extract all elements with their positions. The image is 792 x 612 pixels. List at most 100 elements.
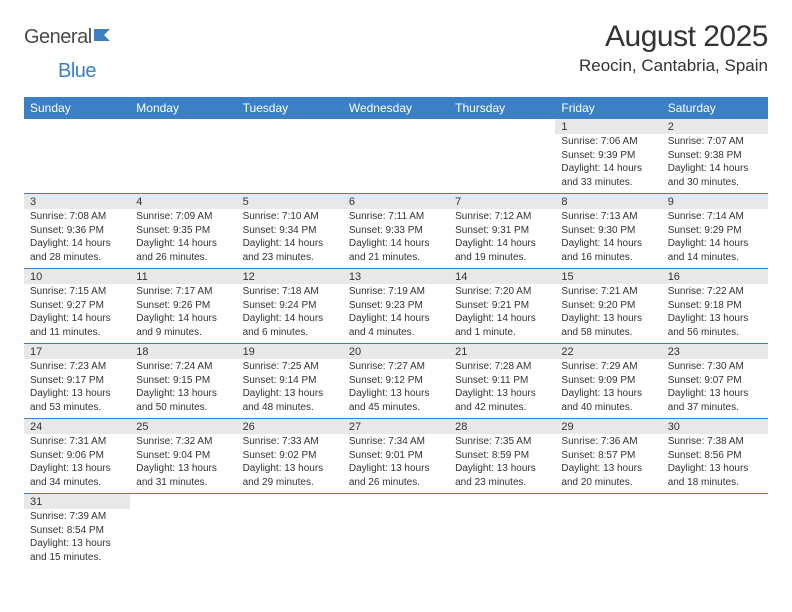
day-data-cell: Sunrise: 7:28 AMSunset: 9:11 PMDaylight:… xyxy=(449,359,555,419)
day-number-cell xyxy=(237,119,343,134)
day-data-cell: Sunrise: 7:09 AMSunset: 9:35 PMDaylight:… xyxy=(130,209,236,269)
day-data-cell xyxy=(237,509,343,568)
sunrise-line: Sunrise: 7:31 AM xyxy=(30,435,124,449)
sunset-line: Sunset: 9:15 PM xyxy=(136,374,230,388)
day-data-cell xyxy=(662,509,768,568)
day-data-cell: Sunrise: 7:19 AMSunset: 9:23 PMDaylight:… xyxy=(343,284,449,344)
daylight-line: Daylight: 13 hours and 45 minutes. xyxy=(349,387,443,414)
month-title: August 2025 xyxy=(579,20,768,54)
day-data-cell: Sunrise: 7:25 AMSunset: 9:14 PMDaylight:… xyxy=(237,359,343,419)
day-number-cell: 22 xyxy=(555,344,661,360)
sunrise-line: Sunrise: 7:35 AM xyxy=(455,435,549,449)
sunset-line: Sunset: 8:54 PM xyxy=(30,524,124,538)
sunset-line: Sunset: 9:34 PM xyxy=(243,224,337,238)
weekday-header: Wednesday xyxy=(343,97,449,119)
daylight-line: Daylight: 13 hours and 20 minutes. xyxy=(561,462,655,489)
sunrise-line: Sunrise: 7:38 AM xyxy=(668,435,762,449)
daylight-line: Daylight: 13 hours and 58 minutes. xyxy=(561,312,655,339)
sunrise-line: Sunrise: 7:39 AM xyxy=(30,510,124,524)
day-number-cell: 19 xyxy=(237,344,343,360)
day-number-cell: 13 xyxy=(343,269,449,285)
day-data-cell: Sunrise: 7:24 AMSunset: 9:15 PMDaylight:… xyxy=(130,359,236,419)
sunrise-line: Sunrise: 7:19 AM xyxy=(349,285,443,299)
daylight-line: Daylight: 13 hours and 48 minutes. xyxy=(243,387,337,414)
day-number-row: 12 xyxy=(24,119,768,134)
sunrise-line: Sunrise: 7:10 AM xyxy=(243,210,337,224)
sunset-line: Sunset: 9:21 PM xyxy=(455,299,549,313)
day-data-cell: Sunrise: 7:34 AMSunset: 9:01 PMDaylight:… xyxy=(343,434,449,494)
day-number-cell xyxy=(343,494,449,510)
daylight-line: Daylight: 13 hours and 23 minutes. xyxy=(455,462,549,489)
daylight-line: Daylight: 13 hours and 37 minutes. xyxy=(668,387,762,414)
day-number-cell xyxy=(237,494,343,510)
sunset-line: Sunset: 9:27 PM xyxy=(30,299,124,313)
day-data-cell: Sunrise: 7:21 AMSunset: 9:20 PMDaylight:… xyxy=(555,284,661,344)
day-data-cell: Sunrise: 7:35 AMSunset: 8:59 PMDaylight:… xyxy=(449,434,555,494)
logo: General xyxy=(24,26,116,49)
day-number-cell: 15 xyxy=(555,269,661,285)
day-data-cell: Sunrise: 7:18 AMSunset: 9:24 PMDaylight:… xyxy=(237,284,343,344)
sunset-line: Sunset: 9:23 PM xyxy=(349,299,443,313)
sunset-line: Sunset: 9:26 PM xyxy=(136,299,230,313)
sunrise-line: Sunrise: 7:36 AM xyxy=(561,435,655,449)
day-number-row: 10111213141516 xyxy=(24,269,768,285)
logo-flag-icon xyxy=(94,27,116,48)
daylight-line: Daylight: 14 hours and 1 minute. xyxy=(455,312,549,339)
day-number-cell: 28 xyxy=(449,419,555,435)
sunset-line: Sunset: 9:36 PM xyxy=(30,224,124,238)
day-number-cell: 18 xyxy=(130,344,236,360)
sunrise-line: Sunrise: 7:21 AM xyxy=(561,285,655,299)
daylight-line: Daylight: 14 hours and 19 minutes. xyxy=(455,237,549,264)
day-data-cell: Sunrise: 7:06 AMSunset: 9:39 PMDaylight:… xyxy=(555,134,661,194)
sunrise-line: Sunrise: 7:24 AM xyxy=(136,360,230,374)
day-data-cell: Sunrise: 7:39 AMSunset: 8:54 PMDaylight:… xyxy=(24,509,130,568)
day-number-cell: 29 xyxy=(555,419,661,435)
day-data-cell xyxy=(343,134,449,194)
day-number-cell xyxy=(449,119,555,134)
daylight-line: Daylight: 14 hours and 26 minutes. xyxy=(136,237,230,264)
sunset-line: Sunset: 9:38 PM xyxy=(668,149,762,163)
day-data-cell: Sunrise: 7:13 AMSunset: 9:30 PMDaylight:… xyxy=(555,209,661,269)
day-number-cell: 26 xyxy=(237,419,343,435)
day-data-cell: Sunrise: 7:27 AMSunset: 9:12 PMDaylight:… xyxy=(343,359,449,419)
daylight-line: Daylight: 13 hours and 31 minutes. xyxy=(136,462,230,489)
sunrise-line: Sunrise: 7:12 AM xyxy=(455,210,549,224)
day-data-cell xyxy=(130,134,236,194)
day-number-row: 17181920212223 xyxy=(24,344,768,360)
sunrise-line: Sunrise: 7:07 AM xyxy=(668,135,762,149)
day-number-cell: 24 xyxy=(24,419,130,435)
daylight-line: Daylight: 13 hours and 50 minutes. xyxy=(136,387,230,414)
sunset-line: Sunset: 9:09 PM xyxy=(561,374,655,388)
day-number-row: 24252627282930 xyxy=(24,419,768,435)
sunrise-line: Sunrise: 7:32 AM xyxy=(136,435,230,449)
day-number-cell xyxy=(555,494,661,510)
day-number-cell: 23 xyxy=(662,344,768,360)
day-number-cell: 10 xyxy=(24,269,130,285)
day-data-row: Sunrise: 7:06 AMSunset: 9:39 PMDaylight:… xyxy=(24,134,768,194)
sunset-line: Sunset: 9:01 PM xyxy=(349,449,443,463)
day-data-cell: Sunrise: 7:08 AMSunset: 9:36 PMDaylight:… xyxy=(24,209,130,269)
weekday-header: Friday xyxy=(555,97,661,119)
sunset-line: Sunset: 9:39 PM xyxy=(561,149,655,163)
day-data-row: Sunrise: 7:39 AMSunset: 8:54 PMDaylight:… xyxy=(24,509,768,568)
day-number-cell: 8 xyxy=(555,194,661,210)
daylight-line: Daylight: 14 hours and 23 minutes. xyxy=(243,237,337,264)
day-number-row: 3456789 xyxy=(24,194,768,210)
day-data-cell xyxy=(449,134,555,194)
sunrise-line: Sunrise: 7:13 AM xyxy=(561,210,655,224)
weekday-header: Saturday xyxy=(662,97,768,119)
day-number-cell: 20 xyxy=(343,344,449,360)
sunrise-line: Sunrise: 7:30 AM xyxy=(668,360,762,374)
day-data-cell: Sunrise: 7:36 AMSunset: 8:57 PMDaylight:… xyxy=(555,434,661,494)
day-number-cell: 14 xyxy=(449,269,555,285)
day-data-cell: Sunrise: 7:31 AMSunset: 9:06 PMDaylight:… xyxy=(24,434,130,494)
day-number-cell xyxy=(24,119,130,134)
day-data-cell: Sunrise: 7:23 AMSunset: 9:17 PMDaylight:… xyxy=(24,359,130,419)
daylight-line: Daylight: 13 hours and 18 minutes. xyxy=(668,462,762,489)
sunset-line: Sunset: 9:06 PM xyxy=(30,449,124,463)
day-data-cell xyxy=(555,509,661,568)
sunset-line: Sunset: 9:11 PM xyxy=(455,374,549,388)
day-number-cell: 12 xyxy=(237,269,343,285)
sunrise-line: Sunrise: 7:27 AM xyxy=(349,360,443,374)
logo-text-1: General xyxy=(24,26,92,49)
